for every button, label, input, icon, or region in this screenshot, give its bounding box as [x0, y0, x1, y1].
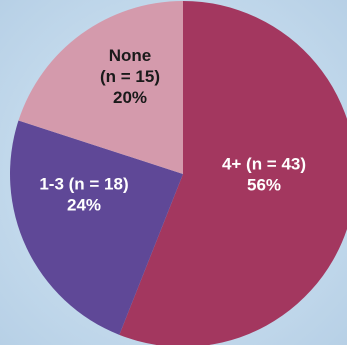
- slice-category-1-3: 1-3 (n = 18): [39, 175, 128, 194]
- slice-percent-none: 20%: [113, 88, 147, 107]
- slice-label-4-plus: 4+ (n = 43) 56%: [222, 155, 306, 195]
- slice-label-none: None (n = 15) 20%: [100, 46, 160, 107]
- pie-slice-4-plus: [119, 1, 347, 345]
- slice-category-4-plus: 4+ (n = 43): [222, 155, 306, 174]
- pie-slice-1-3: [10, 120, 183, 335]
- slice-percent-4-plus: 56%: [247, 176, 281, 195]
- pie-slice-none: [18, 1, 183, 174]
- slice-category-none: None: [109, 46, 152, 65]
- slice-label-1-3: 1-3 (n = 18) 24%: [39, 175, 128, 215]
- slice-category-none: (n = 15): [100, 67, 160, 86]
- slice-percent-1-3: 24%: [67, 196, 101, 215]
